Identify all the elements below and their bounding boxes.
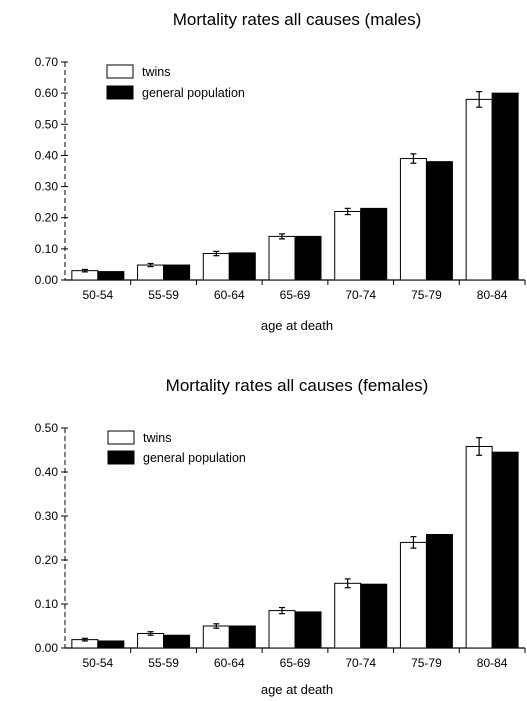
- error-bar-55-59: [147, 631, 154, 636]
- error-bar-80-84: [476, 437, 483, 456]
- y-tick-label: 0.20: [35, 211, 59, 225]
- chart-title: Mortality rates all causes (males): [173, 10, 421, 29]
- bar-general-population-70-74: [360, 583, 388, 649]
- bar-general-population-65-69: [294, 611, 322, 649]
- x-axis-label: age at death: [261, 682, 333, 697]
- error-bar-65-69: [279, 606, 285, 615]
- x-tick-label: 75-79: [411, 288, 442, 302]
- bar-general-population-60-64: [228, 252, 256, 281]
- legend-label-general-population: general population: [143, 451, 246, 465]
- bar-twins-70-74: [334, 582, 362, 649]
- bar-general-population-50-54: [97, 640, 125, 649]
- bars: [71, 90, 519, 281]
- x-tick-label: 70-74: [345, 288, 376, 302]
- x-axis-label: age at death: [261, 318, 333, 333]
- x-axis: 50-54 55-59 60-64 65-69 70-74 75-79 80-84: [83, 648, 526, 670]
- y-tick-label: 0.00: [35, 641, 59, 655]
- bar-general-population-80-84: [491, 451, 519, 649]
- bar-general-population-60-64: [228, 625, 256, 649]
- error-bar-80-84: [476, 90, 483, 108]
- bar-twins-75-79: [399, 541, 427, 649]
- bar-twins-75-79: [399, 158, 427, 281]
- x-tick-label: 60-64: [214, 656, 245, 670]
- bar-twins-60-64: [202, 253, 230, 281]
- bars: [71, 437, 519, 649]
- x-tick-label: 55-59: [148, 288, 179, 302]
- legend: twins general population: [107, 430, 246, 465]
- y-tick-label: 0.50: [35, 117, 59, 131]
- bar-general-population-55-59: [163, 264, 191, 281]
- error-bar-75-79: [410, 536, 417, 549]
- x-tick-label: 50-54: [83, 288, 114, 302]
- bar-general-population-50-54: [97, 271, 125, 281]
- x-tick-label: 65-69: [280, 656, 311, 670]
- y-tick-label: 0.20: [35, 553, 59, 567]
- legend-label-twins: twins: [143, 431, 171, 445]
- legend-label-twins: twins: [142, 65, 170, 79]
- bar-twins-80-84: [465, 445, 493, 649]
- error-bar-70-74: [344, 207, 351, 216]
- x-tick-label: 80-84: [477, 656, 508, 670]
- bar-general-population-55-59: [163, 634, 191, 649]
- x-tick-label: 65-69: [280, 288, 311, 302]
- error-bar-65-69: [279, 233, 285, 240]
- x-axis: 50-54 55-59 60-64 65-69 70-74 75-79 80-84: [83, 280, 526, 302]
- legend-swatch-twins: [107, 430, 135, 445]
- bar-twins-60-64: [202, 625, 230, 649]
- y-tick-label: 0.30: [35, 509, 59, 523]
- y-tick-label: 0.40: [35, 148, 59, 162]
- y-tick-label: 0.60: [35, 86, 59, 100]
- y-tick-label: 0.00: [35, 273, 59, 287]
- bar-general-population-75-79: [425, 161, 453, 281]
- error-bar-50-54: [81, 268, 88, 273]
- legend-label-general-population: general population: [142, 86, 245, 100]
- bar-general-population-70-74: [360, 207, 388, 281]
- chart-title: Mortality rates all causes (females): [166, 376, 429, 395]
- bar-general-population-80-84: [491, 92, 519, 281]
- error-bar-60-64: [213, 623, 220, 629]
- bar-general-population-75-79: [425, 533, 453, 649]
- bar-twins-70-74: [334, 210, 362, 281]
- chart-females: Mortality rates all causes (females) 0.0…: [35, 376, 526, 697]
- bar-twins-65-69: [268, 610, 296, 649]
- y-tick-label: 0.50: [35, 421, 59, 435]
- x-tick-label: 50-54: [83, 656, 114, 670]
- y-tick-label: 0.40: [35, 465, 59, 479]
- x-tick-label: 55-59: [148, 656, 179, 670]
- legend-swatch-general-population: [107, 450, 135, 465]
- x-tick-label: 80-84: [477, 288, 508, 302]
- y-tick-label: 0.10: [35, 242, 59, 256]
- bar-twins-65-69: [268, 235, 296, 281]
- x-tick-label: 75-79: [411, 656, 442, 670]
- y-tick-label: 0.70: [35, 55, 59, 69]
- legend: twins general population: [106, 64, 245, 100]
- chart-males: Mortality rates all causes (males) 0.00 0…: [35, 10, 526, 333]
- legend-swatch-twins: [106, 64, 134, 79]
- x-tick-label: 70-74: [345, 656, 376, 670]
- y-tick-label: 0.30: [35, 180, 59, 194]
- error-bar-50-54: [81, 637, 88, 642]
- legend-swatch-general-population: [106, 85, 134, 100]
- error-bar-55-59: [147, 262, 154, 268]
- error-bar-70-74: [344, 578, 351, 589]
- y-tick-label: 0.10: [35, 597, 59, 611]
- error-bar-60-64: [213, 250, 220, 257]
- bar-twins-80-84: [465, 98, 493, 281]
- bar-twins-55-59: [137, 264, 165, 281]
- bar-general-population-65-69: [294, 235, 322, 281]
- error-bar-75-79: [410, 153, 417, 164]
- x-tick-label: 60-64: [214, 288, 245, 302]
